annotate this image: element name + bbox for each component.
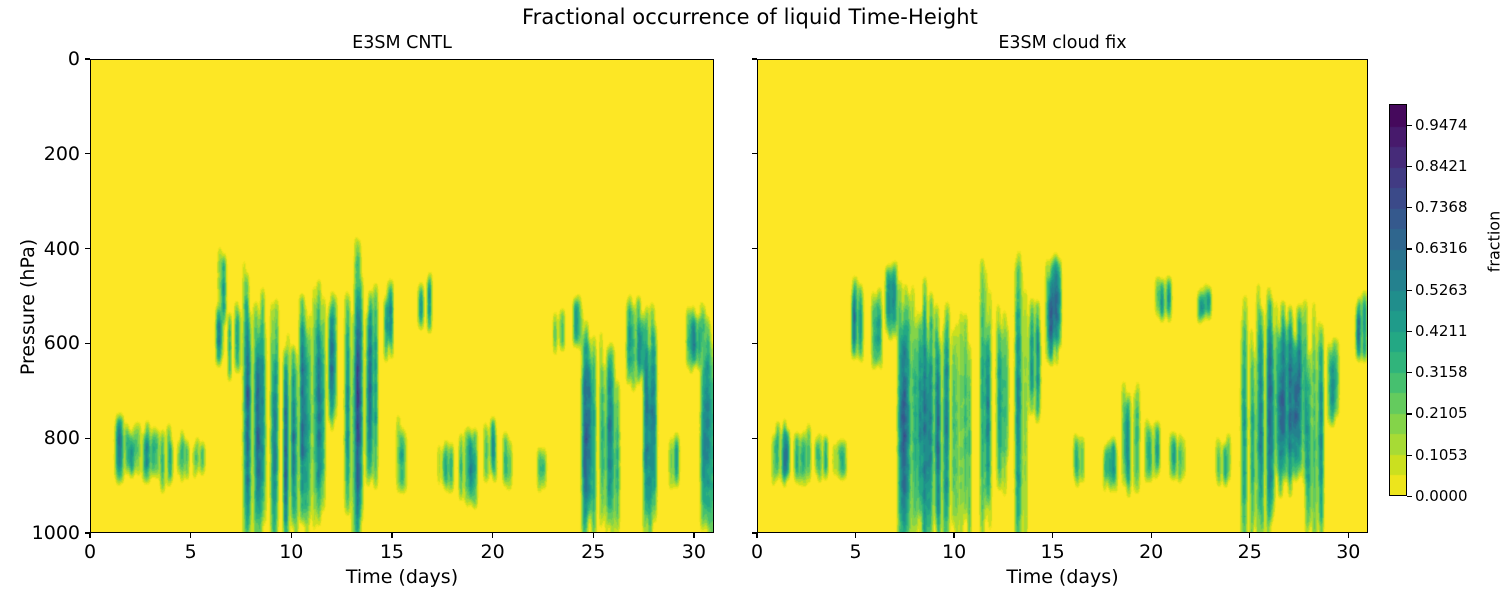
x-tick-label: 20 [1139,541,1164,563]
colorbar-tick-label: 0.4211 [1415,321,1468,340]
panel-title-cntl: E3SM CNTL [352,33,452,53]
x-tick [854,533,857,538]
colorbar-tick-label: 0.5263 [1415,280,1468,299]
y-tick [752,58,757,60]
x-tick-label: 30 [1336,541,1361,563]
colorbar-tick [1407,413,1412,415]
colorbar-tick-label: 0.1053 [1415,445,1468,464]
heatmap-panel-cloudfix [757,59,1368,533]
colorbar-label: fraction [1484,210,1500,273]
colorbar-tick-label: 0.9474 [1415,115,1468,134]
x-tick-label: 30 [681,541,706,563]
x-tick [693,533,695,538]
y-tick [752,532,757,534]
x-tick-label: 15 [1040,541,1065,563]
y-tick-label: 600 [43,332,80,355]
colorbar-gradient [1390,105,1406,495]
x-tick-label: 5 [849,541,862,563]
x-axis-label-cloudfix: Time (days) [1006,566,1119,588]
y-tick [752,437,757,439]
x-tick-label: 5 [184,541,197,563]
colorbar-tick [1407,496,1412,498]
y-tick [85,532,90,534]
colorbar-tick [1407,248,1412,250]
y-tick [752,153,757,155]
y-tick [85,342,90,345]
x-tick-label: 10 [942,541,967,563]
y-tick-label: 400 [43,237,80,260]
panel-title-cloudfix: E3SM cloud fix [998,33,1127,53]
colorbar-tick [1407,330,1412,333]
heatmap-mesh-cntl [91,60,713,532]
x-tick [290,533,292,538]
x-tick [391,533,393,538]
x-tick-label: 0 [750,541,764,563]
colorbar-tick-label: 0.2105 [1415,404,1468,423]
colorbar-tick-label: 0.8421 [1415,156,1468,175]
x-tick-label: 15 [379,541,405,563]
x-tick [756,533,758,538]
x-axis-label-cntl: Time (days) [345,566,459,588]
x-tick [953,533,955,538]
x-tick [491,533,494,538]
x-tick [89,533,91,538]
x-tick [592,533,594,538]
colorbar-tick [1407,454,1412,456]
colorbar-tick [1407,372,1412,374]
x-tick [1347,533,1349,538]
y-tick [85,58,90,60]
colorbar[interactable] [1389,104,1407,496]
colorbar-tick-label: 0.7368 [1415,198,1468,217]
heatmap-panel-cntl [90,59,714,533]
x-tick-label: 10 [279,541,304,563]
y-tick-label: 800 [43,427,80,450]
y-tick-label: 200 [43,142,80,165]
figure-suptitle: Fractional occurrence of liquid Time-Hei… [521,5,978,29]
x-tick [1051,533,1054,538]
y-axis-label: Pressure (hPa) [17,238,39,376]
colorbar-tick [1407,165,1412,168]
y-tick [85,247,90,250]
y-tick [752,247,757,250]
x-tick-label: 20 [480,541,505,563]
x-tick-label: 25 [1237,541,1262,563]
y-tick-label: 0 [67,48,80,70]
x-tick [1150,533,1152,538]
y-tick-label: 1000 [31,522,80,544]
y-tick [85,153,90,155]
x-tick [1249,533,1251,538]
colorbar-tick [1407,124,1412,126]
colorbar-tick-label: 0.0000 [1415,487,1468,505]
colorbar-tick-label: 0.3158 [1415,363,1468,382]
x-tick-label: 0 [83,541,97,563]
heatmap-mesh-cloudfix [758,60,1367,532]
colorbar-tick [1407,289,1412,291]
x-tick-label: 25 [581,541,606,563]
colorbar-tick-label: 0.6316 [1415,239,1468,258]
y-tick [85,437,90,439]
y-tick [752,342,757,345]
colorbar-tick [1407,207,1412,209]
x-tick [189,533,192,538]
